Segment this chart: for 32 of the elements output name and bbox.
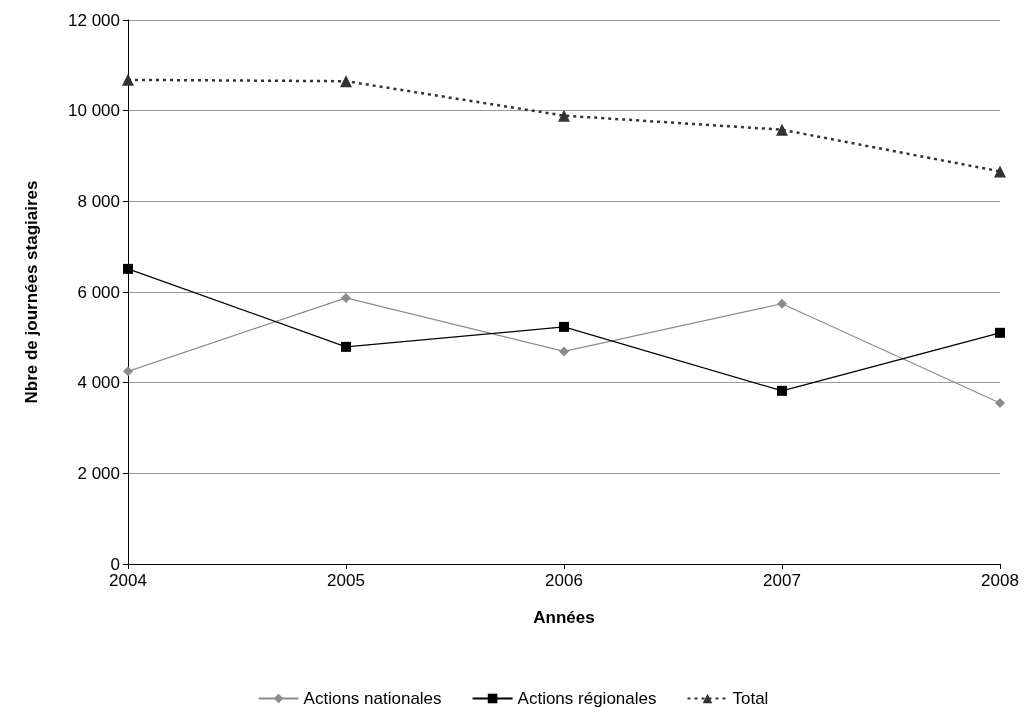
y-tick-label: 0 [110, 554, 120, 574]
point [558, 109, 570, 122]
point [122, 73, 134, 86]
y-axis-title: Nbre de journées stagiaires [22, 180, 41, 404]
point [777, 298, 787, 309]
point [559, 346, 569, 357]
legend-label: Actions nationales [303, 689, 442, 708]
point [994, 165, 1006, 178]
legend-label: Total [732, 689, 769, 708]
x-tick-label: 2004 [109, 571, 147, 590]
x-tick-label: 2007 [763, 571, 801, 590]
x-tick-label: 2006 [545, 571, 583, 590]
y-tick-label: 2 000 [77, 463, 120, 483]
point [559, 321, 569, 332]
legend-label: Actions régionales [517, 689, 657, 708]
x-axis-title: Années [533, 608, 595, 627]
point [776, 123, 788, 136]
point [123, 366, 133, 377]
x-tick-label: 2005 [327, 571, 365, 590]
y-tick-label: 8 000 [77, 191, 120, 211]
y-tick-label: 4 000 [77, 373, 120, 393]
y-tick-label: 6 000 [77, 282, 120, 302]
point [995, 398, 1005, 409]
point [340, 75, 352, 88]
x-tick-label: 2008 [981, 571, 1019, 590]
y-tick-label: 12 000 [68, 10, 120, 30]
y-tick-label: 10 000 [68, 101, 120, 121]
point [123, 263, 133, 274]
point [341, 341, 351, 352]
point [341, 292, 351, 303]
point [777, 385, 787, 396]
point [995, 327, 1005, 338]
